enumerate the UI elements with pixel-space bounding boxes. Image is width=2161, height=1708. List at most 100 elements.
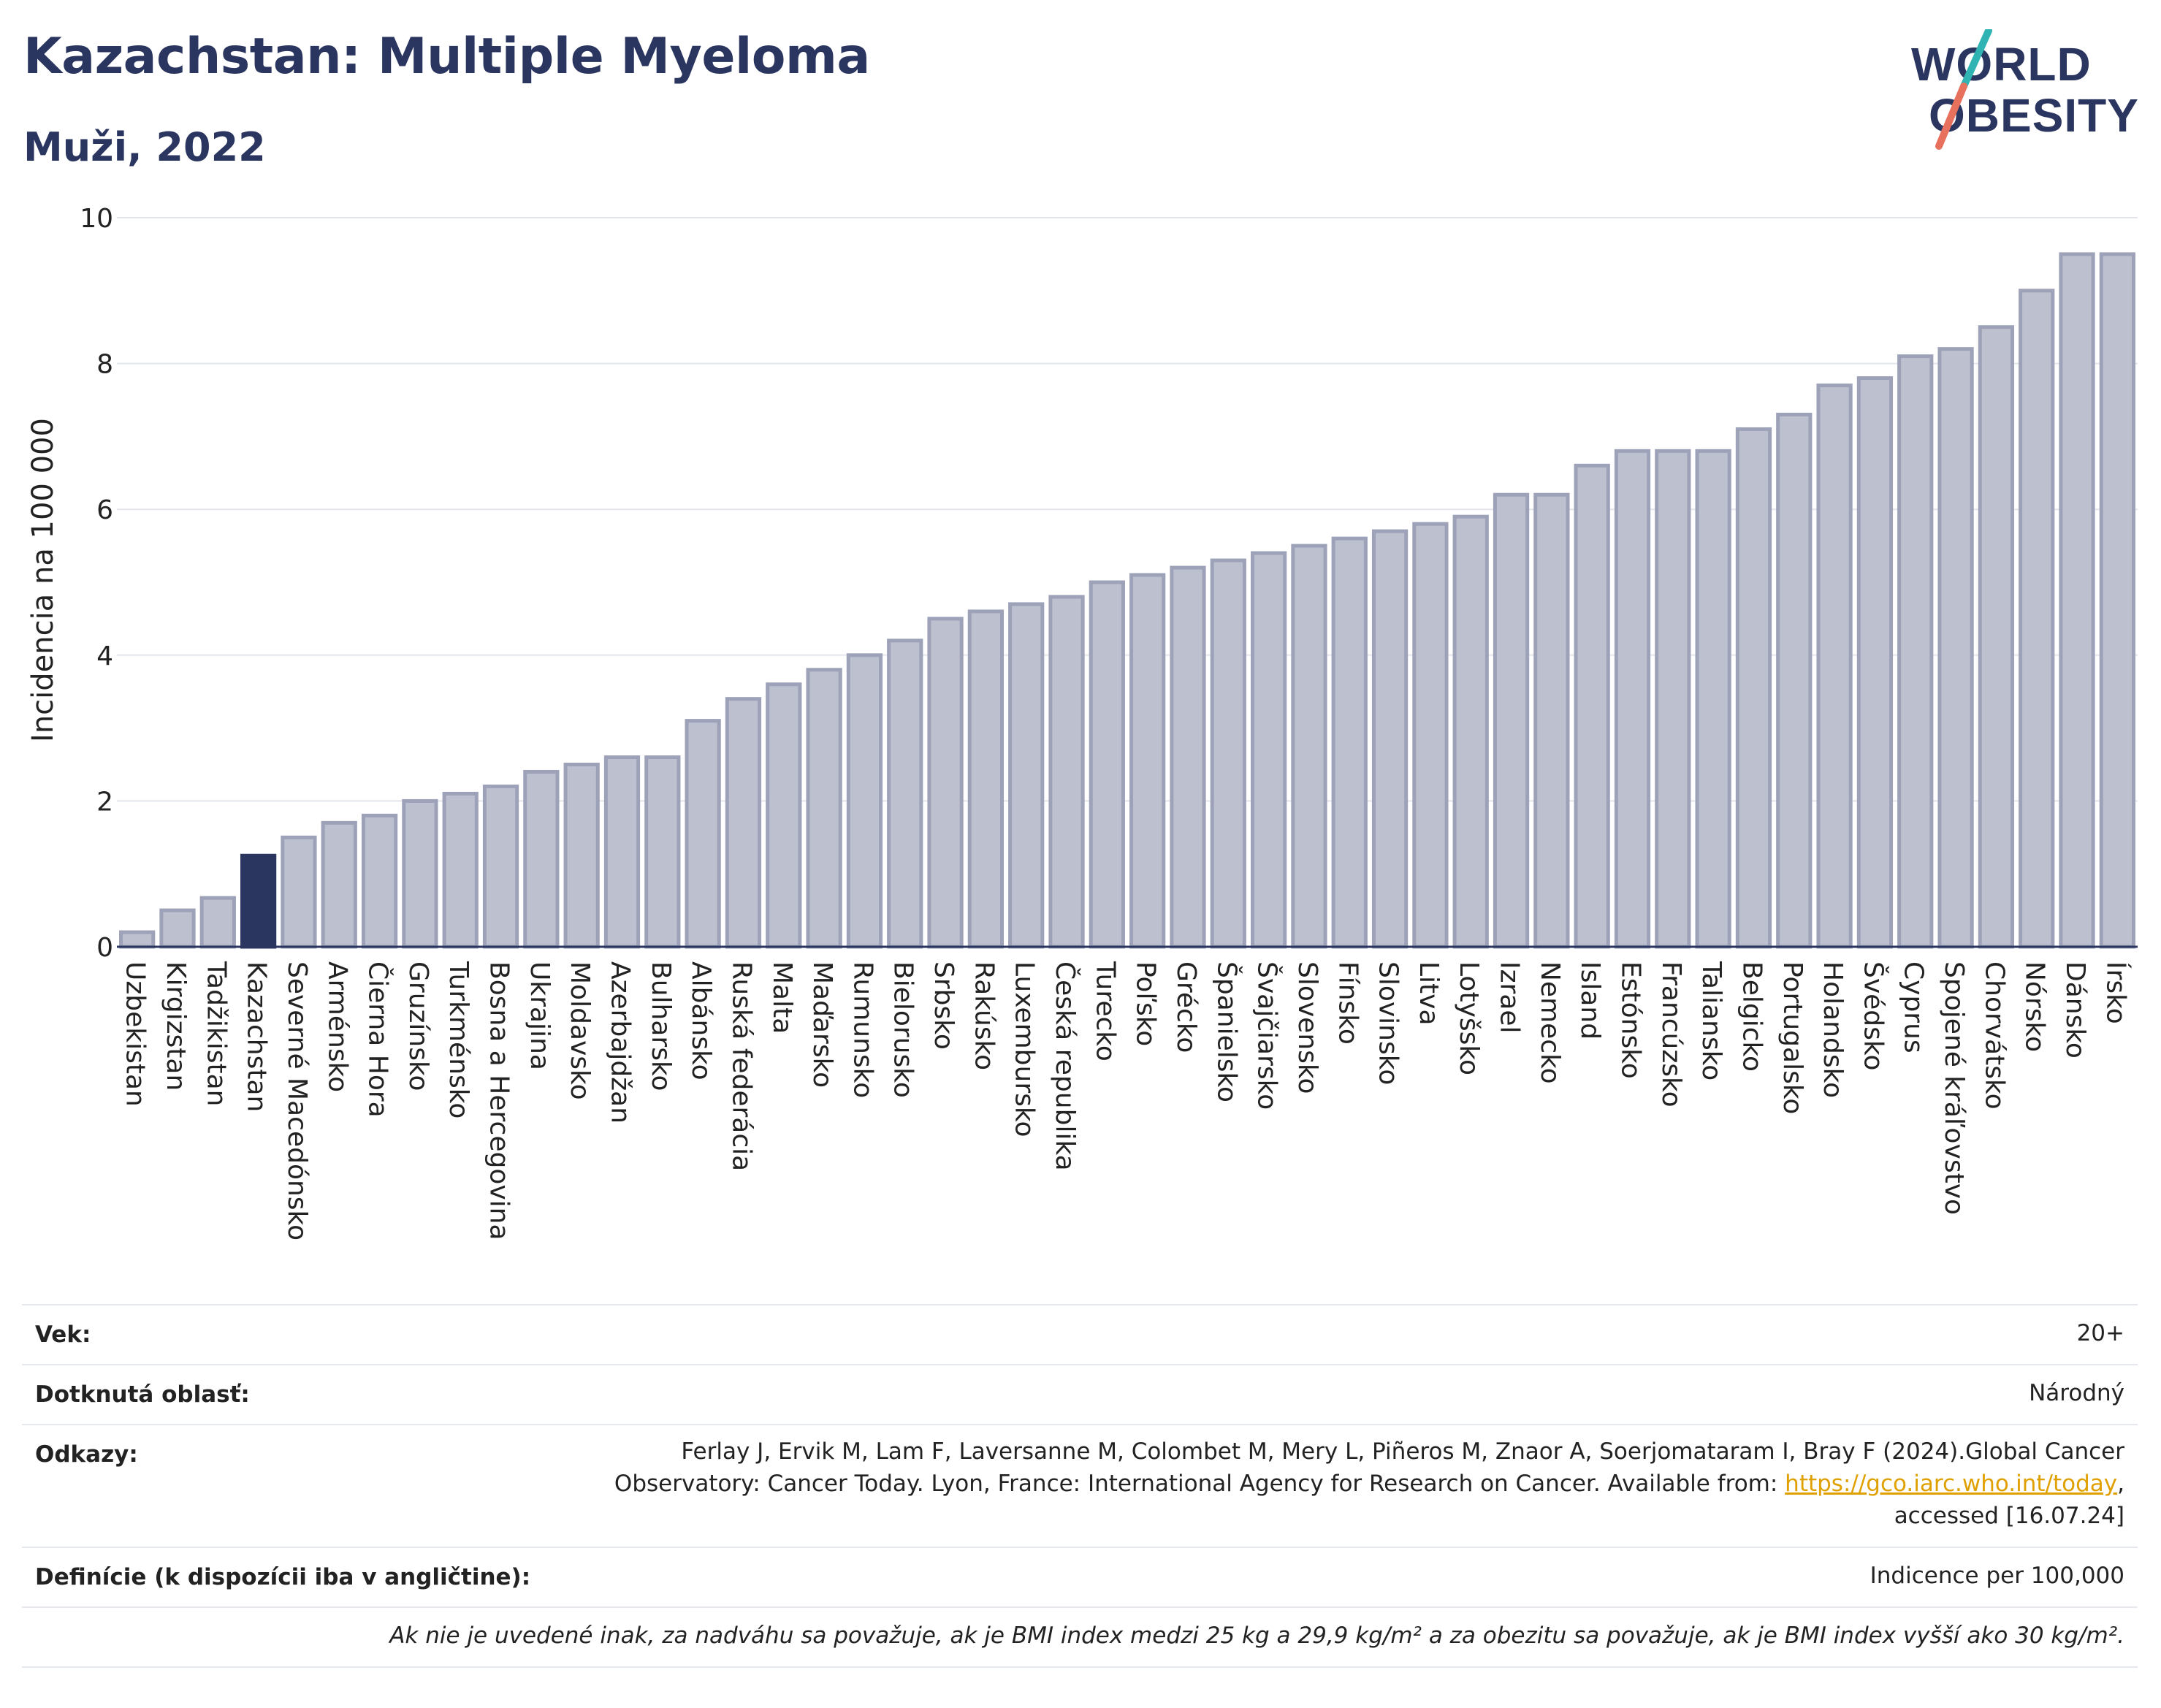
x-tick-label: Ruská federácia [726, 961, 756, 1171]
references-line-3: accessed [16.07.24] [1894, 1503, 2124, 1529]
bar-Bielorusko [887, 638, 923, 949]
bar-Španielsko [1210, 558, 1246, 949]
bar-Švédsko [1856, 376, 1894, 949]
x-tick-label: Nemecko [1535, 961, 1565, 1084]
x-tick-label: Francúzsko [1656, 961, 1686, 1107]
x-tick-label: Litva [1414, 961, 1444, 1026]
x-axis-ticks: Uzbekistan Kirgizstan Tadžikistan Kazachsta… [121, 961, 2132, 1240]
bar-Litva [1412, 522, 1449, 949]
x-tick-label: Uzbekistan [121, 961, 150, 1107]
x-tick-label: Rakúsko [969, 961, 999, 1070]
references-line-2-text: Observatory: Cancer Today. Lyon, France:… [614, 1471, 1785, 1497]
y-axis-label: Incidencia na 100 000 [26, 418, 60, 742]
x-tick-label: Nórsko [2020, 961, 2050, 1052]
y-tick-label: 0 [96, 933, 113, 963]
bar-Kazachstan [240, 853, 277, 949]
logo-word-obesity: OBESITY [1929, 89, 2139, 142]
bar-Spojené kráľovstvo [1937, 347, 1974, 949]
x-tick-label: Čierna Hora [363, 961, 394, 1118]
x-tick-label: Lotyšsko [1454, 961, 1484, 1075]
bar-Francúzsko [1655, 449, 1691, 949]
x-tick-label: Írsko [2100, 961, 2131, 1024]
x-tick-label: Spojené kráľovstvo [1939, 961, 1969, 1215]
bar-Izrael [1493, 492, 1530, 949]
x-tick-label: Bosna a Hercegovina [484, 961, 514, 1240]
info-row-age: Vek: 20+ [22, 1305, 2138, 1365]
x-tick-label: Švédsko [1858, 961, 1889, 1071]
y-tick-label: 10 [80, 204, 113, 234]
references-line-1: Ferlay J, Ervik M, Lam F, Laversanne M, … [681, 1438, 2124, 1465]
x-tick-label: Rumunsko [847, 961, 877, 1098]
x-tick-label: Gruzínsko [403, 961, 433, 1091]
bar-Gruzínsko [402, 798, 438, 949]
references-line-2-suffix: , [2117, 1471, 2124, 1497]
bar-Rumunsko [846, 653, 883, 949]
info-row-top-border [22, 1304, 2138, 1305]
x-tick-label: Luxembursko [1010, 961, 1040, 1137]
bar-Srbsko [927, 617, 964, 949]
x-tick-label: Belgicko [1737, 961, 1766, 1072]
logo-slash-teal [1960, 29, 1992, 90]
bar-Nemecko [1533, 492, 1570, 949]
bar-Taliansko [1695, 449, 1731, 949]
x-tick-label: Grécko [1171, 961, 1201, 1053]
x-tick-label: Severné Macedónsko [282, 961, 312, 1240]
y-tick-label: 6 [96, 495, 113, 525]
x-tick-label: Estónsko [1616, 961, 1646, 1079]
x-tick-label: Moldavsko [565, 961, 595, 1100]
x-tick-label: Srbsko [929, 961, 958, 1050]
bar-Slovensko [1291, 544, 1327, 949]
bar-Turkménsko [442, 791, 479, 949]
info-row-area: Dotknutá oblasť: Národný [22, 1365, 2138, 1425]
bar-Belgicko [1735, 427, 1772, 949]
y-tick-label: 4 [96, 641, 113, 671]
x-tick-label: Slovensko [1292, 961, 1322, 1094]
x-tick-label: Izrael [1495, 961, 1525, 1034]
bar-Tadžikistan [199, 896, 236, 949]
bars [119, 252, 2135, 949]
bar-Moldavsko [563, 763, 600, 949]
x-tick-label: Ukrajina [525, 961, 554, 1070]
bar-Malta [766, 682, 802, 949]
bar-Bosna a Hercegovina [482, 784, 519, 949]
bar-Chorvátsko [1978, 325, 2015, 949]
x-tick-label: Chorvátsko [1979, 961, 2009, 1110]
bar-Poľsko [1129, 573, 1166, 949]
references-link[interactable]: https://gco.iarc.who.int/today [1785, 1471, 2118, 1497]
x-tick-label: Kirgizstan [161, 961, 191, 1091]
x-tick-label: Španielsko [1211, 961, 1242, 1102]
y-tick-label: 8 [96, 350, 113, 380]
chart-subtitle: Muži, 2022 [23, 124, 266, 170]
bar-chart: 0 2 4 6 8 10 Uzbekistan Kirgizstan Tadžikistan K… [26, 204, 2138, 1240]
y-tick-label: 2 [96, 787, 113, 817]
bar-Arménsko [321, 820, 357, 949]
bar-Grécko [1170, 565, 1206, 949]
info-row-definitions: Definície (k dispozícii iba v angličtine… [22, 1548, 2138, 1608]
x-tick-label: Island [1575, 961, 1605, 1040]
info-row-references: Odkazy: Ferlay J, Ervik M, Lam F, Lavers… [22, 1425, 2138, 1548]
bar-Estónsko [1614, 449, 1651, 949]
bar-Uzbekistan [119, 930, 156, 949]
x-tick-label: Slovinsko [1373, 961, 1403, 1085]
x-tick-label: Turkménsko [443, 961, 473, 1118]
bar-Portugalsko [1776, 412, 1813, 949]
x-tick-label: Kazachstan [242, 961, 272, 1112]
bar-Bulharsko [644, 755, 681, 949]
definitions-value: Indicence per 100,000 [1870, 1563, 2124, 1589]
x-tick-label: Taliansko [1696, 961, 1726, 1080]
references-value: Ferlay J, Ervik M, Lam F, Laversanne M, … [614, 1436, 2124, 1532]
x-tick-label: Maďarsko [807, 961, 837, 1088]
bar-Ukrajina [523, 769, 560, 949]
bar-Lotyšsko [1452, 514, 1489, 949]
y-axis-ticks: 0 2 4 6 8 10 [80, 204, 113, 963]
x-tick-label: Azerbajdžan [606, 961, 636, 1124]
bar-Ruská federácia [725, 697, 762, 949]
references-line-2: Observatory: Cancer Today. Lyon, France:… [614, 1468, 2124, 1500]
x-tick-label: Holandsko [1818, 961, 1848, 1098]
age-label: Vek: [35, 1322, 91, 1348]
bar-Švajčiarsko [1250, 551, 1287, 949]
x-tick-label: Česká republika [1050, 961, 1080, 1171]
logo-word-world: WORLD [1911, 38, 2092, 91]
x-tick-label: Švajčiarsko [1252, 961, 1283, 1110]
bar-Cyprus [1897, 354, 1934, 949]
